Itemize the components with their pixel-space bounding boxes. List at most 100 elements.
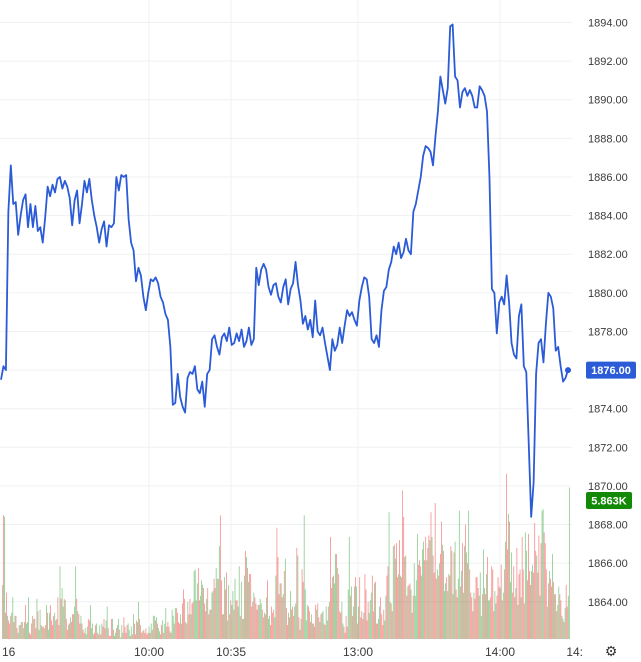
volume-bar [531,571,532,639]
volume-bar [155,620,156,639]
volume-bar [451,550,453,639]
volume-bar [268,618,269,639]
volume-bar [290,591,291,639]
volume-bar [137,622,138,639]
volume-bar [377,623,378,639]
volume-bar [344,632,346,639]
volume-bar [436,569,438,639]
volume-bar [190,614,192,639]
volume-bar [404,557,406,639]
volume-bar [20,622,22,639]
volume-bar [464,546,465,639]
volume-bar [194,569,196,639]
volume-bar [222,614,223,639]
volume-bar [236,600,238,639]
volume-bar [86,626,88,639]
volume-bar [459,586,461,639]
volume-bar [91,628,92,639]
volume-bar [296,547,298,639]
volume-bar [511,552,513,639]
volume-bar [126,625,128,639]
volume-bar [333,575,334,639]
volume-bar [136,620,137,639]
volume-bar [139,618,140,639]
volume-bar [424,560,426,639]
volume-bar [383,609,385,639]
volume-bar [358,606,360,639]
volume-bar [125,632,127,639]
volume-bar [552,554,553,639]
volume-bar [8,620,9,639]
volume-bar [257,605,259,639]
volume-bar [326,620,328,639]
volume-bar [207,588,209,639]
volume-bar [57,597,59,639]
volume-bar [455,589,457,639]
volume-bar [76,598,78,639]
volume-bar [289,617,290,639]
volume-bar [2,584,3,639]
volume-bar [543,532,545,639]
volume-bar [229,614,231,639]
volume-bar [437,575,439,639]
volume-bar [305,620,307,639]
volume-bar [37,611,39,639]
volume-bar [422,549,423,639]
volume-bar [396,543,397,639]
volume-bar [210,609,212,639]
volume-bar [92,623,93,639]
y-tick-label: 1878.00 [588,326,628,338]
volume-bar [321,612,323,639]
last-volume-badge-bg [586,492,632,509]
volume-bar [53,615,55,639]
volume-bar [275,575,277,639]
volume-bar [113,629,114,639]
volume-bar [502,592,504,639]
volume-bar [108,635,110,639]
volume-bar [97,632,99,639]
volume-bar [64,600,66,639]
volume-bar [71,622,72,639]
volume-bar [119,629,121,639]
volume-bar [324,625,326,639]
volume-bar [390,603,392,639]
volume-bar [379,606,380,639]
volume-bar [29,632,30,639]
volume-bar [425,537,427,639]
volume-bar [127,623,129,639]
volume-bar [542,509,544,639]
volume-bar [42,626,44,639]
volume-bar [247,567,248,639]
volume-bar [421,575,422,639]
volume-bar [354,586,355,639]
volume-bar [471,597,473,639]
volume-bar [103,618,105,639]
settings-button[interactable]: ⚙ [600,641,622,661]
volume-bar [534,523,536,639]
volume-bar [541,510,543,639]
volume-bar [77,611,79,639]
volume-bar [159,631,160,639]
volume-bar [15,615,17,639]
volume-bar [353,606,354,639]
volume-bar [117,625,118,639]
volume-bar [60,598,62,639]
y-tick-label: 1884.00 [588,211,628,223]
volume-bar [381,614,383,639]
volume-bar [102,626,104,639]
volume-bar [350,586,352,639]
volume-bar [345,615,347,639]
volume-bar [209,609,211,639]
volume-bar [563,622,565,639]
x-tick-label: 16 [2,645,16,659]
volume-bar [22,628,24,639]
volume-bar [61,588,63,639]
volume-bar [205,611,207,639]
volume-bar [265,614,266,639]
volume-bar [149,632,151,639]
volume-bar [488,600,489,639]
volume-bar [82,629,84,639]
volume-bar [330,537,331,639]
volume-bar [33,618,35,639]
